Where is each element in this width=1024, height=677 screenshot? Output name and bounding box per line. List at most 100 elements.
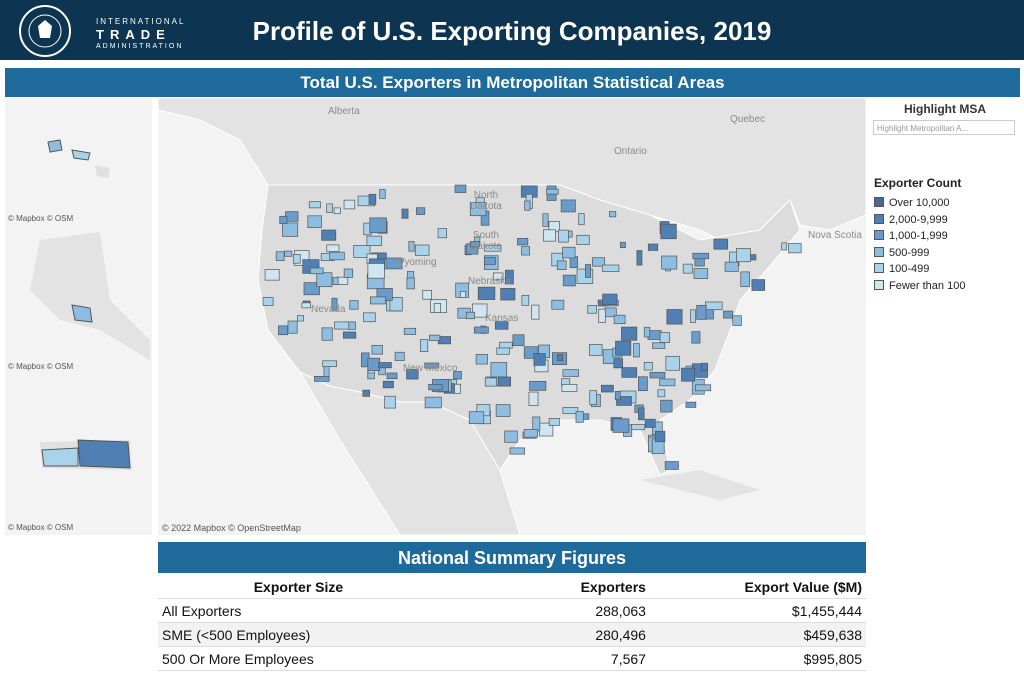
msa-area [368, 193, 377, 205]
msa-area [696, 304, 707, 320]
msa-area [484, 377, 497, 387]
msa-area [659, 332, 671, 343]
msa-area [556, 260, 567, 270]
msa-area [343, 199, 356, 210]
msa-area [649, 371, 666, 379]
msa-area [524, 200, 531, 211]
header-bar [0, 0, 1024, 60]
msa-area [512, 334, 525, 347]
msa-area [262, 297, 274, 306]
msa-area [613, 314, 626, 325]
msa-area [612, 418, 630, 433]
inset-credit: © Mapbox © OSM [8, 523, 74, 532]
msa-area [531, 304, 540, 320]
msa-area [370, 296, 386, 305]
logo-seal [19, 5, 71, 57]
msa-area [336, 276, 349, 285]
msa-area [343, 268, 354, 278]
msa-area [585, 264, 591, 278]
msa-area [621, 326, 638, 341]
msa-area [695, 384, 712, 392]
msa-area [275, 251, 285, 261]
msa-area [543, 229, 556, 242]
msa-area [562, 274, 576, 287]
msa-area [465, 311, 475, 320]
msa-area [504, 430, 518, 443]
msa-area [363, 312, 376, 323]
msa-area [379, 189, 386, 199]
msa-area [429, 334, 441, 341]
legend-swatch [874, 230, 884, 240]
msa-area [496, 347, 510, 355]
msa-area [332, 277, 339, 285]
msa-area [321, 327, 333, 341]
legend-label: Fewer than 100 [889, 279, 966, 292]
msa-area [638, 376, 648, 392]
legend-item: Fewer than 100 [874, 279, 965, 293]
msa-area [692, 252, 710, 260]
msa-area [657, 389, 666, 398]
msa-area [517, 237, 529, 246]
msa-area [342, 331, 357, 339]
map-label: Kansas [485, 313, 519, 324]
msa-area [348, 321, 356, 330]
msa-area [647, 243, 659, 251]
legend-label: 500-999 [889, 246, 930, 259]
msa-area [334, 321, 351, 330]
hawaii-msa [71, 149, 91, 161]
column-header: Export Value ($M) [649, 575, 866, 599]
msa-area [284, 250, 293, 257]
msa-area [685, 401, 697, 408]
msa-area [386, 372, 398, 380]
msa-area [613, 358, 624, 369]
msa-layer [262, 184, 802, 470]
msa-area [528, 391, 539, 406]
msa-area [287, 320, 298, 334]
page-title: Profile of U.S. Exporting Companies, 201… [252, 16, 772, 46]
msa-area [415, 207, 426, 215]
msa-area [490, 362, 508, 378]
column-header: Exporter Size [158, 575, 439, 599]
msa-area [740, 271, 750, 287]
msa-area [689, 309, 696, 323]
msa-area [693, 268, 709, 279]
msa-area [349, 300, 359, 310]
msa-area [643, 326, 651, 338]
legend-label: 100-499 [889, 263, 930, 275]
logo-text: TRADE [96, 27, 171, 42]
msa-area [292, 254, 301, 264]
msa-area [532, 416, 541, 432]
legend-item: 2,000-9,999 [874, 213, 948, 227]
msa-area [297, 315, 304, 322]
msa-area [285, 211, 299, 222]
msa-area [475, 354, 488, 365]
msa-area [666, 309, 683, 325]
msa-area [713, 238, 729, 250]
msa-area [509, 447, 526, 455]
msa-area [367, 263, 385, 279]
msa-area [705, 301, 723, 311]
table-row: 500 Or More Employees 7,567 $995,805 [158, 646, 866, 671]
map-title: Total U.S. Exporters in Metropolitan Sta… [5, 68, 1020, 97]
msa-area [459, 291, 467, 298]
msa-area [307, 215, 322, 228]
msa-area [644, 418, 656, 428]
msa-area [382, 380, 394, 389]
legend-swatch [874, 263, 884, 273]
highlight-title: Highlight MSA [904, 102, 986, 116]
highlight-search[interactable]: Highlight Metropolitan A... [873, 120, 1015, 135]
legend-item: 1,000-1,999 [874, 229, 948, 243]
msa-area [736, 248, 751, 263]
msa-area [401, 208, 409, 219]
msa-area [316, 272, 333, 288]
map-label: Alberta [328, 106, 360, 117]
msa-area [278, 325, 289, 336]
msa-area [633, 343, 640, 358]
legend-label: Over 10,000 [889, 197, 950, 209]
map-label: Wyoming [395, 257, 437, 268]
map-label: Nevada [311, 304, 346, 315]
msa-area [589, 390, 598, 405]
msa-area [665, 355, 680, 371]
msa-area [369, 217, 387, 234]
hawaii-msa [47, 139, 63, 153]
